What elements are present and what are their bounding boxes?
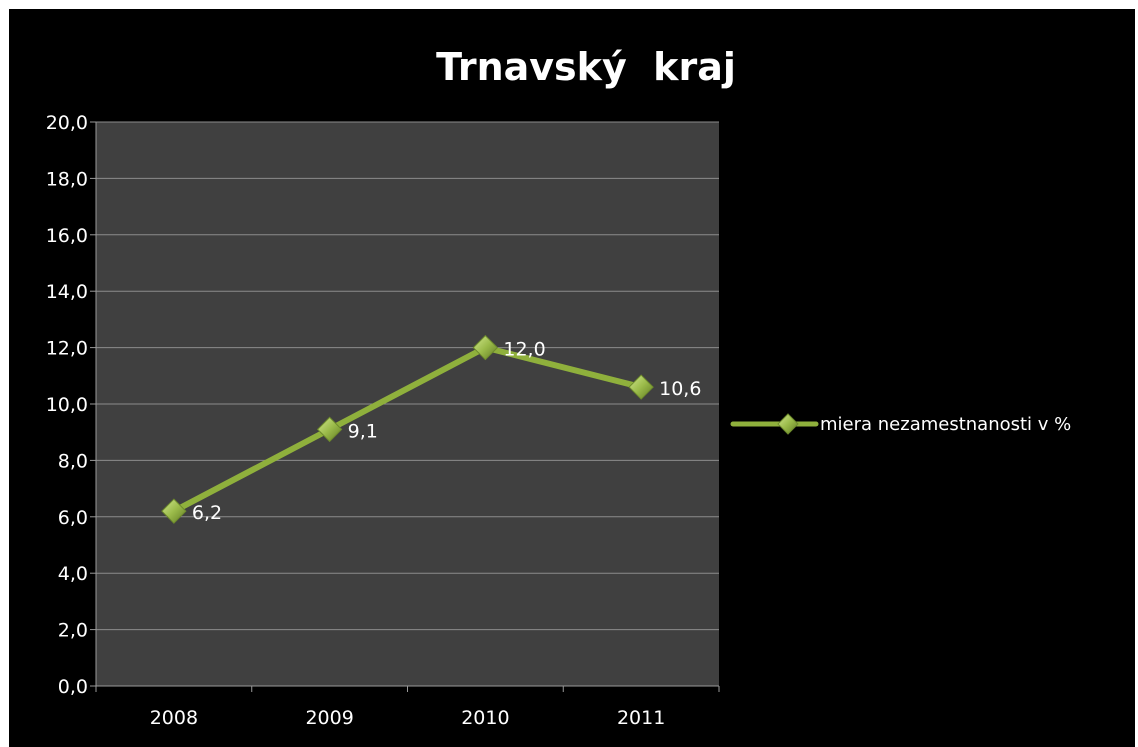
data-label: 6,2 — [192, 502, 222, 524]
legend-diamond-marker — [777, 413, 799, 435]
y-tick-label: 10,0 — [46, 394, 88, 416]
x-tick-label: 2010 — [461, 707, 509, 729]
data-point-marker — [316, 416, 343, 443]
data-label: 12,0 — [503, 339, 545, 361]
x-tick-label: 2009 — [305, 707, 353, 729]
y-tick-label: 14,0 — [46, 281, 88, 303]
x-tick-label: 2008 — [150, 707, 198, 729]
series-miera-nezamestnanosti: 6,2 9,1 12,0 10,6 — [161, 334, 701, 524]
legend-label: miera nezamestnanosti v % — [820, 414, 1071, 435]
y-tick-label: 20,0 — [46, 112, 88, 134]
y-tick-label: 0,0 — [58, 676, 88, 698]
data-point-marker — [628, 374, 654, 400]
series-line — [170, 344, 645, 515]
x-tick-label: 2011 — [617, 707, 665, 729]
data-point-marker — [161, 498, 187, 524]
data-point-marker — [472, 334, 499, 361]
data-label: 10,6 — [659, 378, 701, 400]
y-tick-label: 4,0 — [58, 563, 88, 585]
y-tick-label: 12,0 — [46, 338, 88, 360]
legend: miera nezamestnanosti v % — [730, 413, 1071, 435]
y-tick-label: 16,0 — [46, 225, 88, 247]
chart-title: Trnavský kraj — [436, 45, 736, 89]
y-tick-label: 8,0 — [58, 450, 88, 472]
y-tick-label: 6,0 — [58, 507, 88, 529]
axes: 0,0 2,0 4,0 6,0 8,0 10,0 12,0 14,0 16,0 18,0 20,0 2… — [46, 112, 720, 729]
y-tick-label: 2,0 — [58, 620, 88, 642]
line-chart: Trnavský kraj 0,0 2,0 4,0 6,0 8,0 10,0 12,0 14,… — [46, 45, 1072, 729]
chart-frame: Trnavský kraj 0,0 2,0 4,0 6,0 8,0 10,0 12,0 14,… — [9, 9, 1135, 747]
gridlines — [96, 121, 719, 631]
data-label: 9,1 — [348, 420, 378, 442]
y-tick-label: 18,0 — [46, 168, 88, 190]
